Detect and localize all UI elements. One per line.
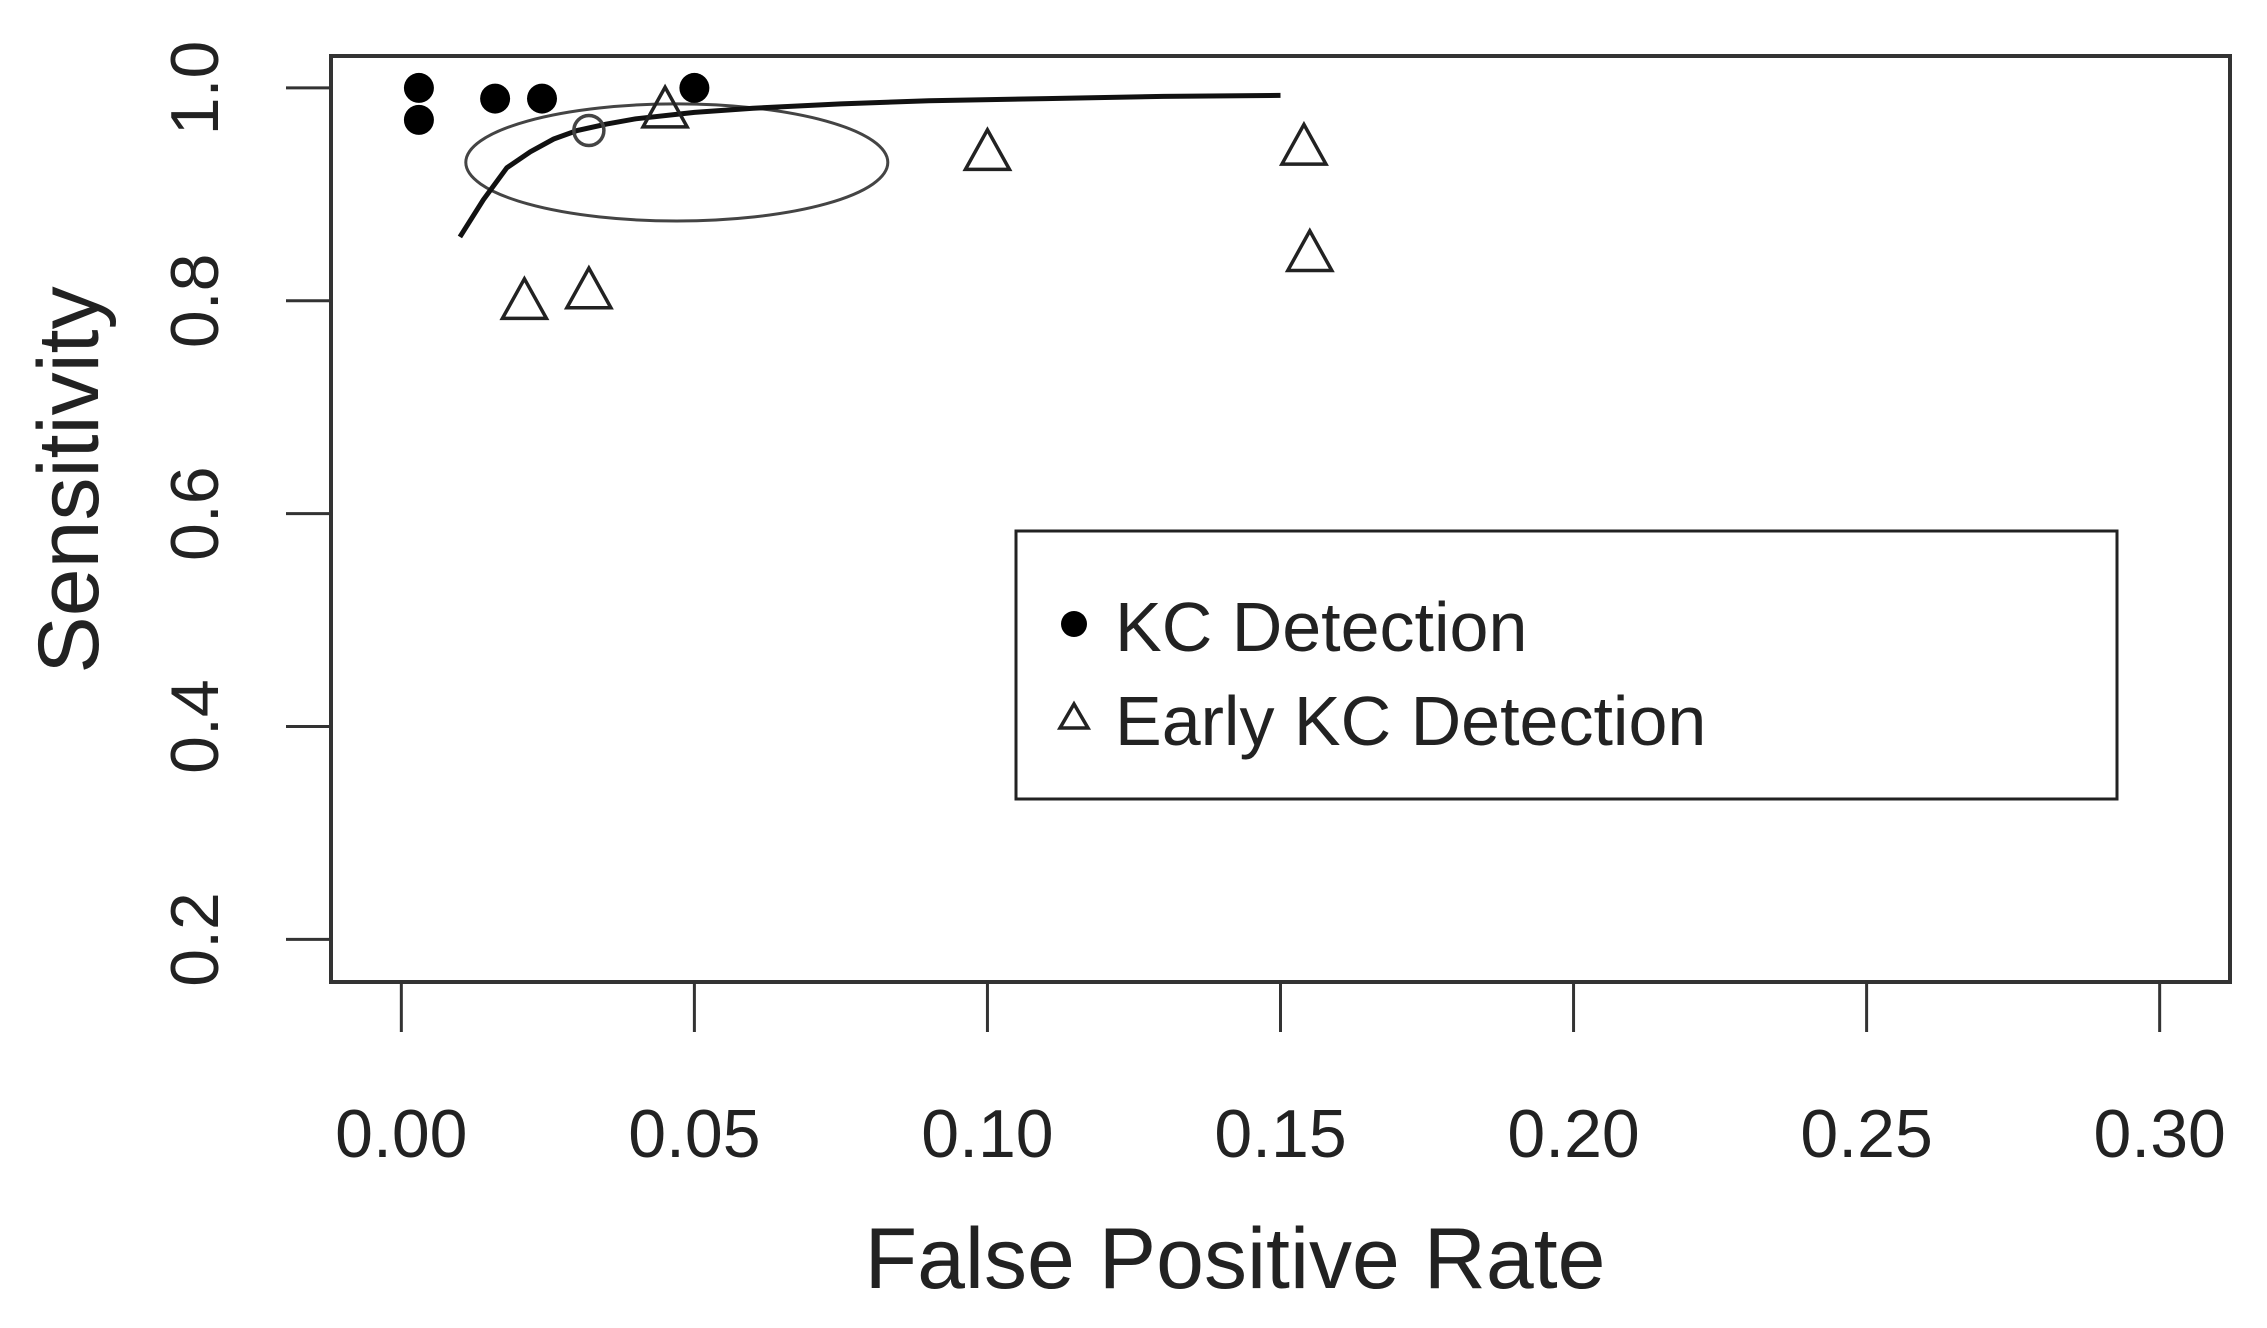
early-kc-point (640, 83, 691, 129)
legend-early-kc-marker (1056, 700, 1092, 730)
summary-point (572, 113, 606, 148)
x-tick-label: 0.30 (2093, 1096, 2225, 1172)
x-axis: 0.00 0.05 0.10 0.15 0.20 0.25 0.30 (335, 982, 2226, 1172)
x-tick-label: 0.05 (628, 1096, 760, 1172)
y-tick-label: 0.2 (157, 892, 233, 987)
x-axis-title: False Positive Rate (865, 1211, 1606, 1307)
y-tick-label: 1.0 (157, 41, 233, 136)
sroc-curve (457, 92, 1281, 239)
legend-kc-marker (1061, 611, 1087, 637)
x-tick-label: 0.15 (1214, 1096, 1346, 1172)
x-tick-label: 0.10 (921, 1096, 1053, 1172)
legend-kc-label: KC Detection (1115, 588, 1527, 666)
x-tick-label: 0.25 (1800, 1096, 1932, 1172)
y-axis: 0.2 0.4 0.6 0.8 1.0 (157, 41, 331, 987)
legend: KC Detection Early KC Detection (1014, 529, 2119, 801)
legend-box (1014, 529, 2119, 801)
x-tick-label: 0.00 (335, 1096, 467, 1172)
early-kc-point (499, 275, 550, 321)
plot-marks (403, 72, 1335, 321)
kc-point (527, 83, 557, 114)
legend-early-kc-label: Early KC Detection (1115, 682, 1706, 760)
y-tick-label: 0.6 (157, 466, 233, 561)
confidence-ellipse (464, 102, 890, 223)
early-kc-point (1278, 120, 1329, 166)
y-tick-label: 0.4 (157, 679, 233, 774)
kc-point (403, 72, 434, 103)
kc-point (403, 104, 434, 135)
plot-area-frame (329, 54, 2232, 984)
kc-point (480, 83, 511, 114)
kc-point (679, 72, 710, 103)
y-axis-title: Sensitivity (21, 286, 117, 673)
early-kc-point (962, 126, 1013, 172)
y-tick-label: 0.8 (157, 254, 233, 349)
early-kc-point (563, 264, 614, 310)
early-kc-point (1284, 227, 1335, 273)
x-tick-label: 0.20 (1507, 1096, 1639, 1172)
